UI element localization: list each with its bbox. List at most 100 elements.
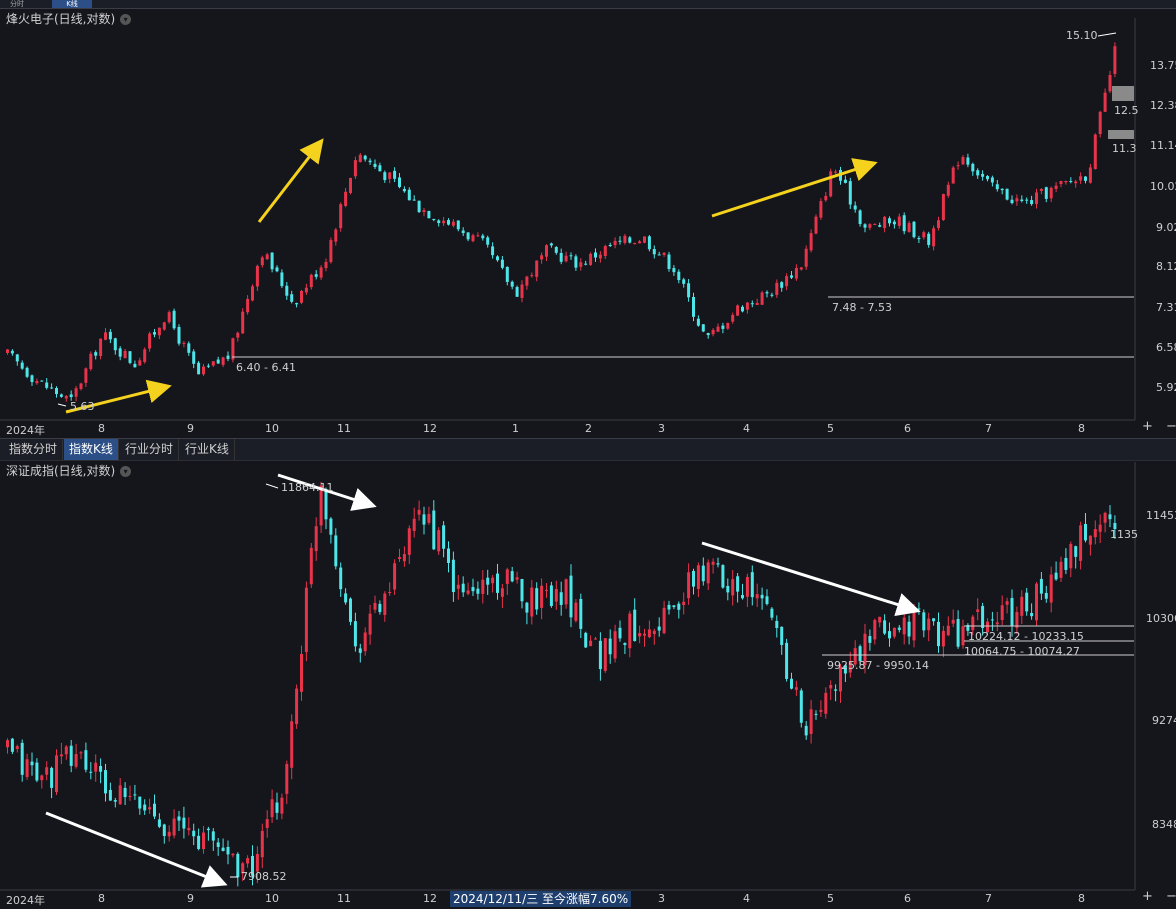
candle-body	[863, 633, 867, 665]
candle-body	[383, 593, 387, 615]
candle-body	[447, 220, 450, 225]
candle-body	[1103, 512, 1107, 523]
candle-body	[486, 577, 490, 585]
candle-body	[216, 842, 220, 847]
candle-body	[608, 244, 612, 246]
top-chart-title-row: 烽火电子(日线,对数) ▾	[6, 10, 132, 27]
top-y-tick: 12.38	[1150, 99, 1176, 112]
candle-body	[500, 259, 504, 268]
candle-body	[638, 241, 642, 244]
zoom-in-button[interactable]: +	[1142, 419, 1153, 434]
candle-body	[187, 827, 191, 831]
bottom-x-tick: 5	[827, 892, 834, 905]
top-range2-label: 7.48 - 7.53	[832, 301, 892, 314]
candle-body	[584, 263, 588, 265]
candle-body	[84, 368, 88, 383]
candle-body	[780, 282, 784, 288]
candle-body	[148, 333, 152, 349]
candle-body	[1020, 199, 1024, 201]
candle-body	[878, 225, 882, 227]
candle-body	[824, 195, 828, 201]
candle-body	[1088, 167, 1092, 183]
tab-industry-kline[interactable]: 行业K线	[180, 439, 235, 460]
bottom-y-tick: 8348	[1152, 818, 1176, 831]
bottom-chart-title-row: 深证成指(日线,对数) ▾	[6, 462, 132, 479]
bottom-y-tick: 10306	[1146, 612, 1176, 625]
tab-index-timeshare[interactable]: 指数分时	[4, 439, 64, 460]
candle-body	[515, 577, 519, 580]
candle-body	[750, 303, 754, 305]
zoom-out-button[interactable]: −	[1166, 419, 1176, 434]
candle-body	[496, 256, 499, 261]
candle-body	[559, 592, 563, 605]
candle-body	[770, 608, 774, 618]
candle-body	[559, 253, 563, 262]
candle-body	[412, 199, 416, 201]
chevron-down-icon[interactable]: ▾	[120, 14, 132, 25]
candle-body	[755, 302, 759, 305]
candle-body	[853, 648, 857, 665]
candle-body	[295, 688, 299, 725]
candle-body	[118, 785, 122, 805]
candle-body	[741, 306, 744, 312]
chevron-down-icon[interactable]: ▾	[120, 466, 132, 477]
candle-body	[843, 179, 847, 183]
candle-body	[363, 155, 367, 160]
tab-kline[interactable]: K线	[52, 0, 92, 8]
candle-body	[50, 767, 54, 788]
candle-body	[907, 223, 911, 232]
candle-body	[246, 858, 250, 864]
candle-body	[883, 216, 887, 229]
candle-body	[64, 746, 68, 755]
candle-body	[598, 254, 602, 259]
candle-body	[246, 298, 250, 313]
candle-body	[932, 228, 936, 247]
tab-industry-timeshare[interactable]: 行业分时	[120, 439, 180, 460]
candle-body	[868, 636, 872, 643]
candle-body	[231, 338, 235, 360]
top-tab-strip	[0, 0, 1176, 9]
candle-body	[672, 268, 676, 273]
top-y-tick: 11.14	[1150, 139, 1176, 152]
candle-body	[353, 621, 357, 647]
candle-body	[451, 221, 455, 226]
candle-body	[981, 173, 985, 177]
candle-body	[447, 548, 450, 563]
candle-body	[304, 587, 308, 653]
candle-body	[809, 709, 813, 734]
candle-body	[167, 312, 171, 323]
candle-body	[549, 585, 553, 606]
zoom-out-button-bottom[interactable]: −	[1166, 889, 1176, 904]
candle-body	[819, 201, 823, 218]
candle-body	[442, 525, 446, 549]
candle-body	[824, 692, 828, 714]
candle-body	[1005, 188, 1009, 200]
tab-index-kline[interactable]: 指数K线	[64, 439, 119, 460]
candle-body	[94, 352, 98, 356]
candle-body	[344, 593, 348, 603]
yellow-arrow-1	[65, 379, 172, 414]
candle-body	[123, 350, 127, 359]
bottom-chart-title: 深证成指(日线,对数)	[6, 464, 116, 478]
candle-body	[192, 351, 196, 364]
candle-body	[1000, 188, 1004, 191]
candle-body	[765, 292, 769, 294]
candle-body	[1079, 176, 1083, 181]
candle-body	[540, 585, 544, 608]
candle-body	[1098, 524, 1102, 532]
candle-body	[1084, 176, 1087, 181]
candle-body	[589, 640, 593, 647]
bottom-x-tick: 9	[187, 892, 194, 905]
candle-body	[1054, 185, 1058, 189]
candle-body	[138, 360, 142, 366]
tab-timeshare[interactable]: 分时	[10, 0, 24, 8]
top-x-tick: 7	[985, 422, 992, 435]
candle-body	[1108, 75, 1112, 92]
top-x-tick: 9	[187, 422, 194, 435]
zoom-in-button-bottom[interactable]: +	[1142, 889, 1153, 904]
candle-body	[177, 326, 181, 344]
candle-body	[701, 565, 705, 582]
candle-body	[162, 322, 166, 330]
candle-body	[594, 638, 597, 640]
candle-body	[755, 594, 759, 599]
